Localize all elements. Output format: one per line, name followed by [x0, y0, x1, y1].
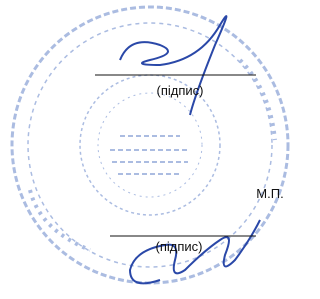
document-fragment: (підпис) М.П. (підпис) — [0, 0, 302, 299]
page: (підпис) М.П. (підпис) (() => { const da… — [0, 0, 302, 299]
signature-caption: (підпис) — [156, 239, 203, 254]
signature-caption: (підпис) — [157, 83, 204, 98]
seal-mark: М.П. — [256, 186, 283, 201]
